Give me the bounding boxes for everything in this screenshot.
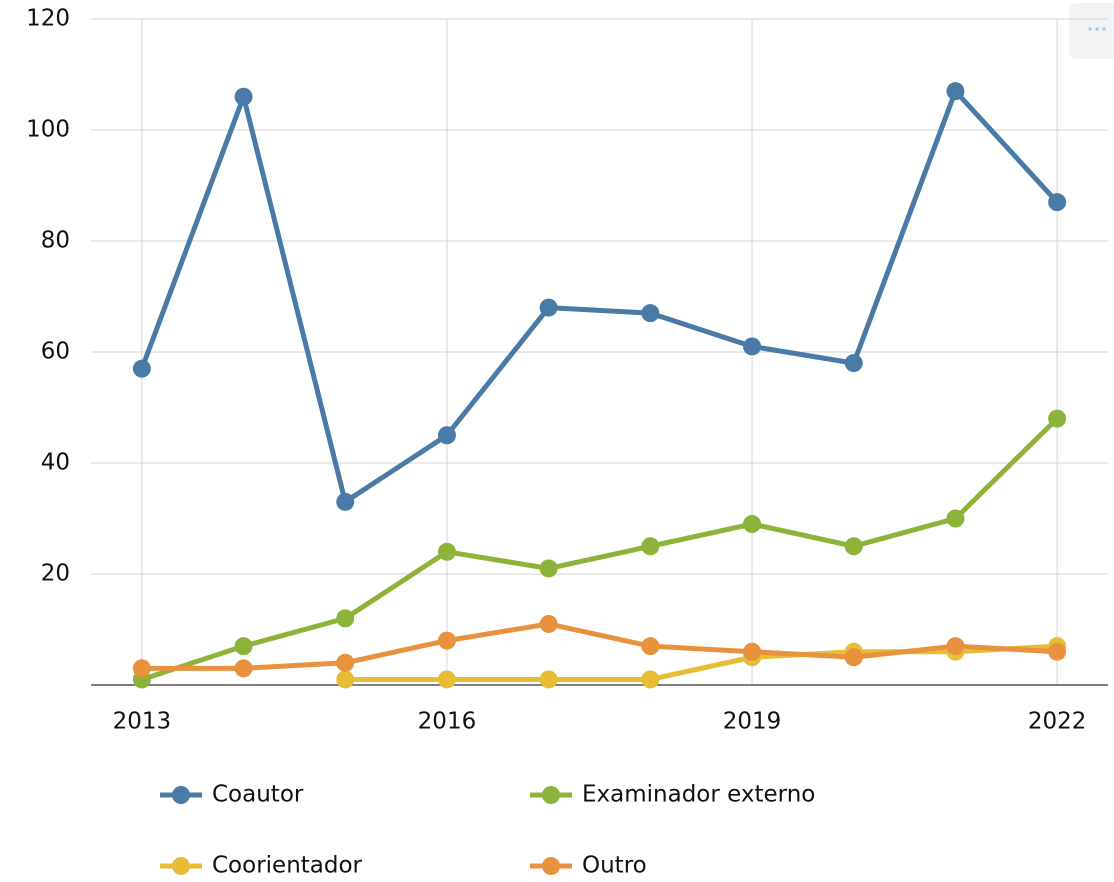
data-point: [539, 559, 558, 578]
data-point: [336, 670, 355, 689]
data-point: [132, 359, 151, 378]
menu-button[interactable]: [1069, 3, 1114, 59]
data-point: [437, 631, 456, 650]
data-point: [539, 298, 558, 317]
data-point: [437, 542, 456, 561]
x-tick-label: 2016: [418, 709, 477, 735]
legend-marker: [542, 786, 560, 804]
data-point: [336, 609, 355, 628]
data-point: [234, 637, 253, 656]
data-point: [437, 426, 456, 445]
x-tick-label: 2013: [113, 709, 172, 735]
data-point: [539, 670, 558, 689]
menu-button-bg[interactable]: [1069, 3, 1114, 59]
data-point: [743, 642, 762, 661]
y-tick-label: 20: [41, 561, 70, 587]
series-line: [141, 621, 1058, 671]
y-tick-label: 40: [41, 450, 70, 476]
legend-marker: [172, 857, 190, 875]
data-point: [336, 653, 355, 672]
data-point: [743, 337, 762, 356]
data-point: [641, 670, 660, 689]
data-point: [1048, 642, 1067, 661]
legend-label: Coorientador: [212, 853, 363, 879]
menu-dot: [1095, 27, 1099, 31]
data-point: [641, 637, 660, 656]
data-point: [234, 659, 253, 678]
series-line: [139, 88, 1059, 505]
x-tick-label: 2019: [723, 709, 782, 735]
menu-dot: [1102, 27, 1106, 31]
y-tick-label: 100: [26, 117, 70, 143]
data-point: [234, 87, 253, 106]
legend-marker: [542, 857, 560, 875]
data-point: [1048, 193, 1067, 212]
y-tick-label: 60: [41, 339, 70, 365]
legend-label: Examinador externo: [582, 782, 815, 808]
y-tick-label: 120: [26, 6, 70, 32]
x-tick-label: 2022: [1028, 709, 1087, 735]
legend-label: Coautor: [212, 782, 304, 808]
data-point: [946, 82, 965, 101]
series-line: [141, 416, 1059, 682]
data-point: [641, 537, 660, 556]
data-point: [1048, 409, 1067, 428]
data-point: [844, 537, 863, 556]
menu-dot: [1088, 27, 1092, 31]
legend-label: Outro: [582, 853, 647, 879]
data-point: [132, 659, 151, 678]
data-point: [336, 492, 355, 511]
data-point: [641, 304, 660, 323]
data-point: [946, 509, 965, 528]
legend-marker: [172, 786, 190, 804]
data-point: [743, 515, 762, 534]
data-point: [946, 637, 965, 656]
data-point: [844, 354, 863, 373]
data-point: [844, 648, 863, 667]
y-tick-label: 80: [41, 228, 70, 254]
data-point: [437, 670, 456, 689]
data-point: [539, 614, 558, 633]
series-line: [345, 643, 1058, 682]
